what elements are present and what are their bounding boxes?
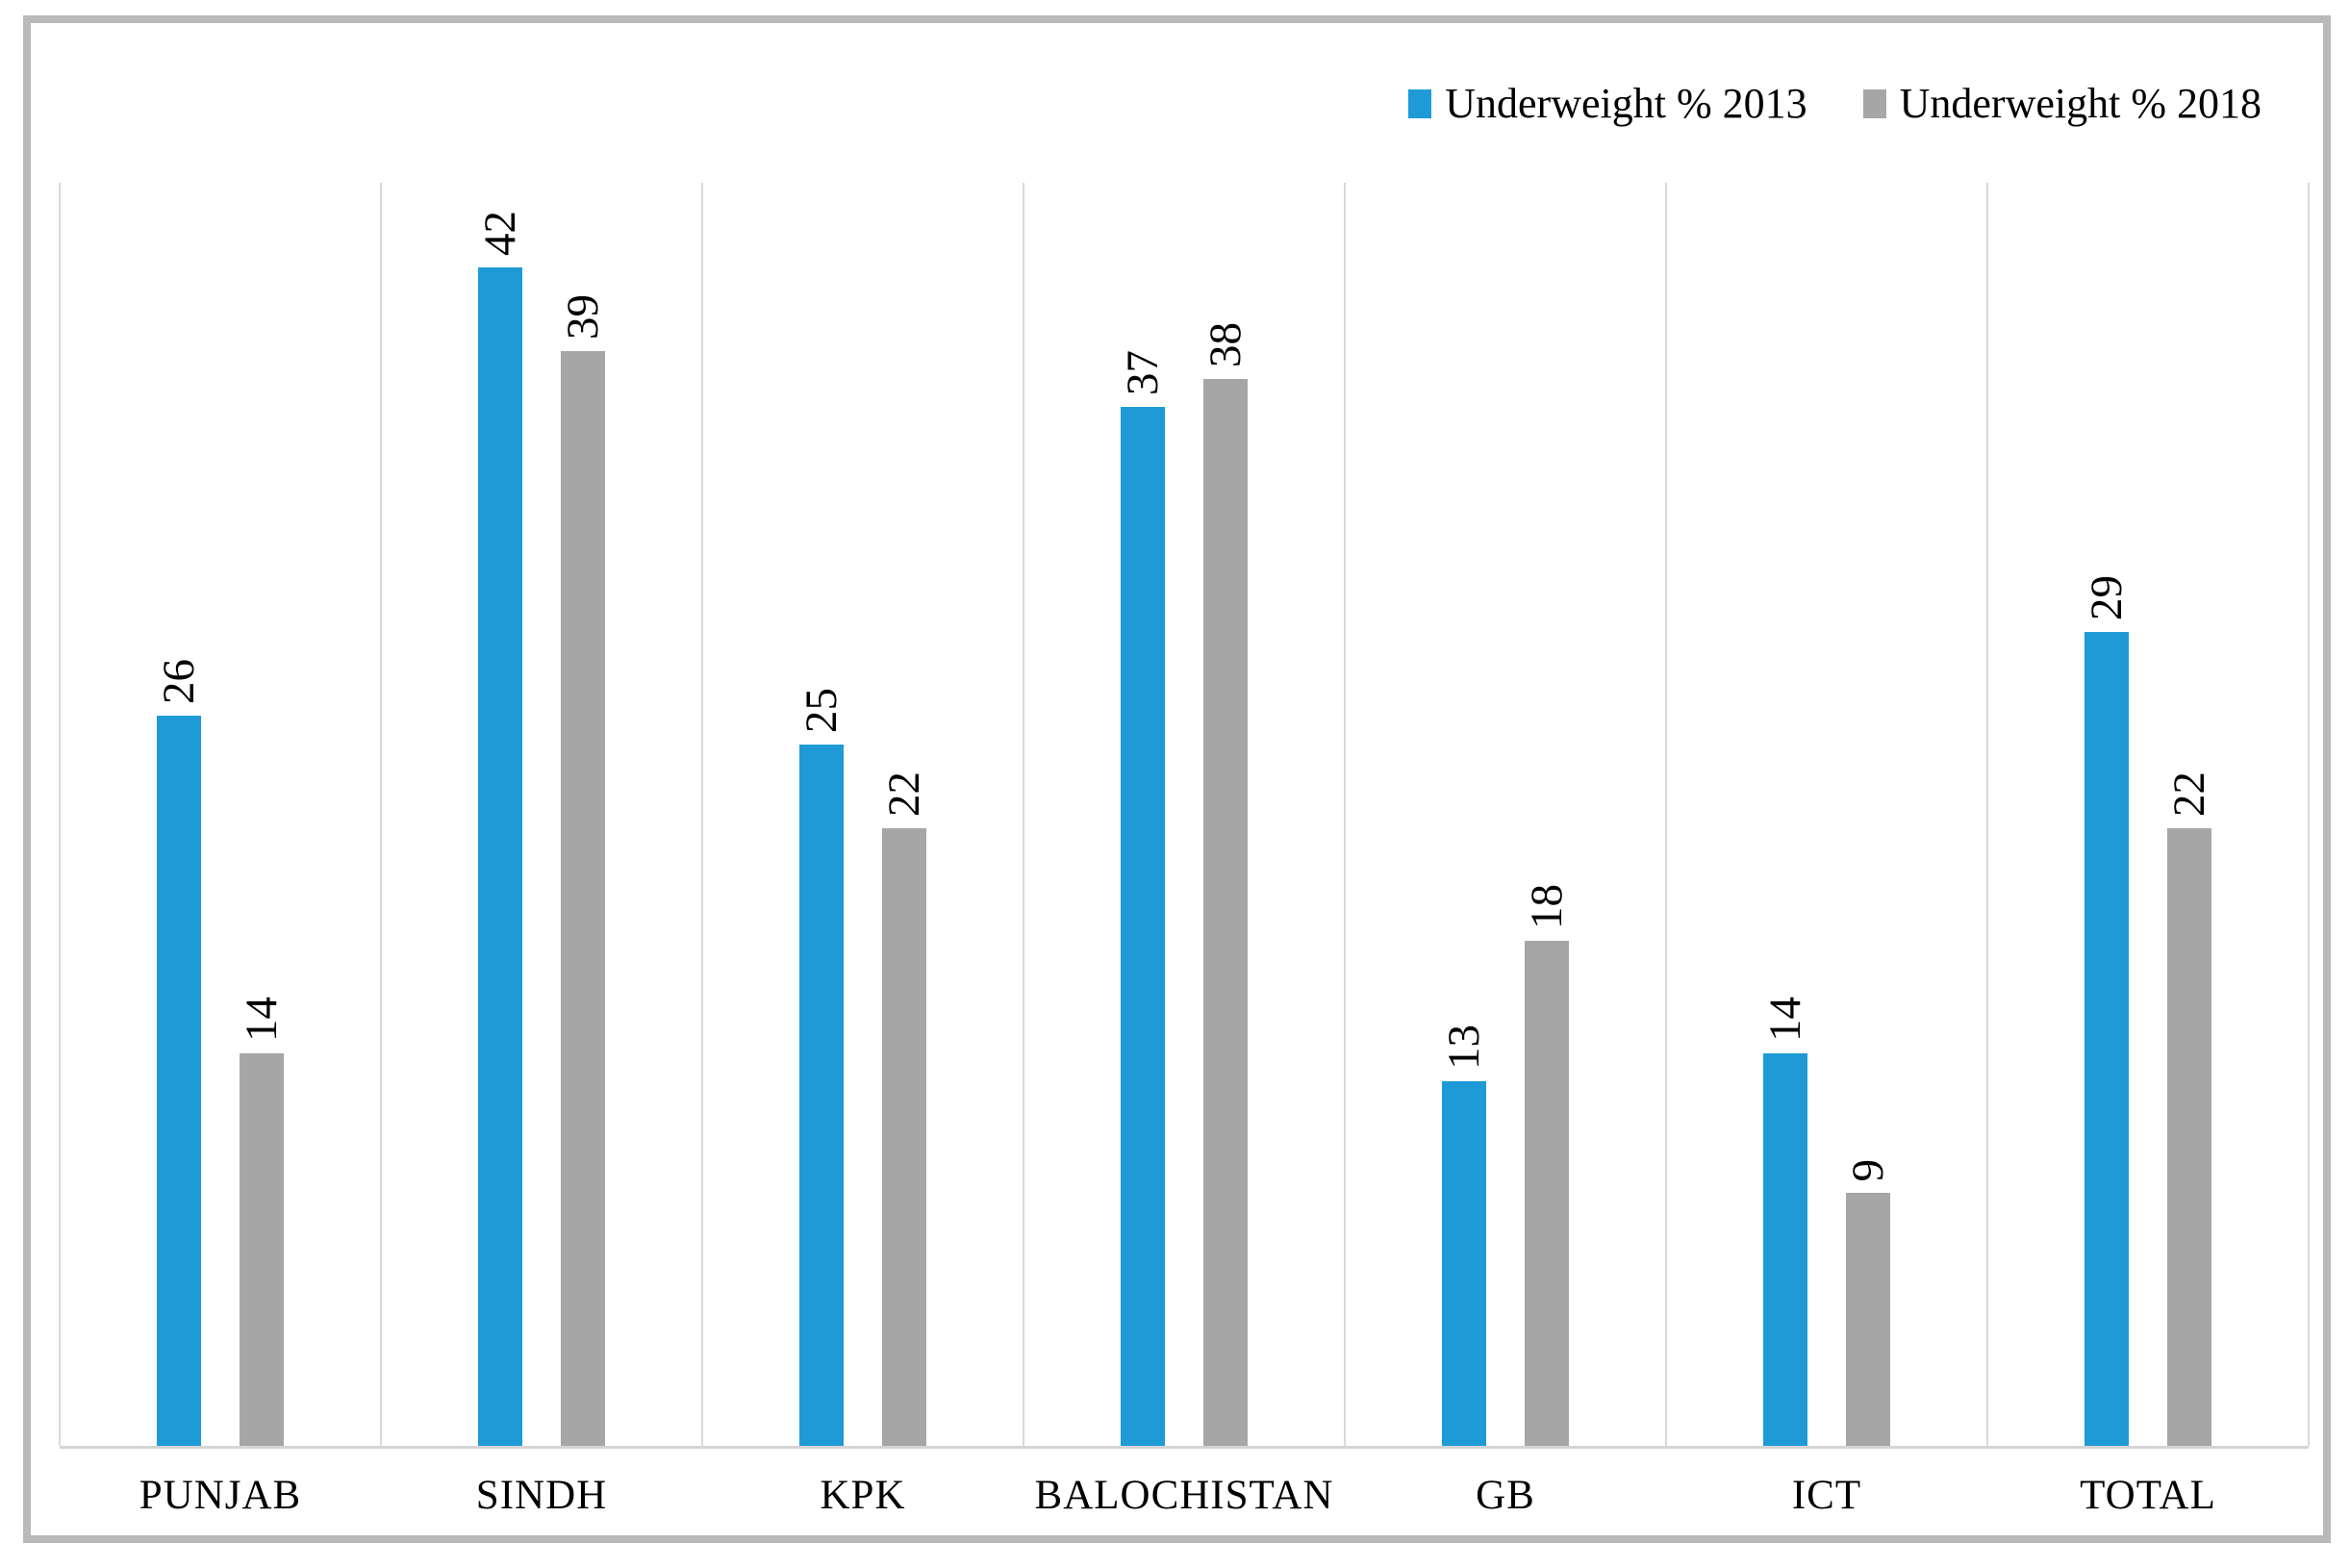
bar-sindh-2013	[478, 266, 522, 1446]
bar-label-wrap: 39	[542, 294, 624, 340]
legend-label-2013: Underweight % 2013	[1445, 80, 1807, 127]
bar-value-label: 22	[2163, 771, 2214, 818]
chart-legend: Underweight % 2013 Underweight % 2018	[1408, 83, 2262, 125]
bar-label-wrap: 18	[1505, 884, 1588, 929]
category-label-total: TOTAL	[2080, 1473, 2216, 1518]
bar-label-wrap: 37	[1101, 350, 1184, 395]
legend-swatch-2013-icon	[1408, 89, 1432, 118]
bar-kpk-2018	[882, 828, 926, 1446]
gridline-vertical	[1665, 183, 1667, 1446]
bar-gb-2013	[1442, 1080, 1486, 1446]
bar-label-wrap: 22	[2148, 771, 2231, 817]
bar-value-label: 13	[1438, 1024, 1489, 1070]
bar-value-label: 14	[1759, 996, 1810, 1042]
gridline-vertical	[59, 183, 61, 1446]
bar-label-wrap: 38	[1184, 322, 1267, 367]
category-label-punjab: PUNJAB	[139, 1473, 302, 1518]
x-axis-line	[60, 1446, 2309, 1449]
legend-entry-2018: Underweight % 2018	[1862, 80, 2262, 127]
bar-value-label: 14	[236, 996, 287, 1042]
bar-value-label: 38	[1200, 322, 1251, 368]
bar-value-label: 29	[2081, 574, 2132, 620]
bar-label-wrap: 42	[459, 211, 542, 256]
legend-entry-2013: Underweight % 2013	[1408, 83, 1807, 125]
category-label-balochistan: BALOCHISTAN	[1034, 1473, 1334, 1518]
bar-value-label: 18	[1521, 883, 1572, 929]
category-label-kpk: KPK	[820, 1473, 906, 1518]
bar-label-wrap: 9	[1827, 1159, 1909, 1182]
gridline-vertical	[380, 183, 382, 1446]
gridline-vertical	[1344, 183, 1346, 1446]
bar-punjab-2013	[157, 716, 201, 1446]
bar-label-wrap: 13	[1423, 1024, 1505, 1070]
bar-balochistan-2018	[1203, 379, 1248, 1446]
bar-label-wrap: 25	[780, 688, 863, 733]
bar-label-wrap: 22	[863, 771, 946, 817]
bar-balochistan-2013	[1121, 407, 1165, 1446]
gridline-vertical	[2308, 183, 2310, 1446]
bar-label-wrap: 14	[220, 997, 303, 1042]
bar-ict-2018	[1846, 1193, 1890, 1446]
category-label-gb: GB	[1476, 1473, 1535, 1518]
bar-sindh-2018	[561, 351, 605, 1446]
bar-total-2013	[2085, 631, 2129, 1446]
bar-gb-2018	[1525, 940, 1569, 1446]
category-label-ict: ICT	[1791, 1473, 1862, 1518]
bar-value-label: 22	[878, 771, 929, 818]
gridline-vertical	[1986, 183, 1988, 1446]
bar-label-wrap: 14	[1744, 997, 1827, 1042]
bar-label-wrap: 29	[2065, 575, 2148, 620]
legend-label-2018: Underweight % 2018	[1899, 80, 2262, 127]
gridline-vertical	[1023, 183, 1024, 1446]
bar-value-label: 9	[1842, 1158, 1893, 1182]
bar-kpk-2013	[799, 744, 844, 1446]
bar-punjab-2018	[240, 1052, 284, 1446]
legend-swatch-2018-icon	[1862, 89, 1886, 118]
bar-total-2018	[2167, 828, 2211, 1446]
bar-value-label: 39	[557, 294, 608, 341]
bar-ict-2013	[1763, 1052, 1807, 1446]
bar-value-label: 37	[1117, 350, 1168, 396]
gridline-vertical	[701, 183, 703, 1446]
bar-value-label: 25	[796, 687, 847, 733]
bar-value-label: 42	[474, 210, 525, 256]
bar-label-wrap: 26	[138, 659, 220, 704]
bar-value-label: 26	[153, 659, 204, 705]
category-label-sindh: SINDH	[475, 1473, 608, 1518]
